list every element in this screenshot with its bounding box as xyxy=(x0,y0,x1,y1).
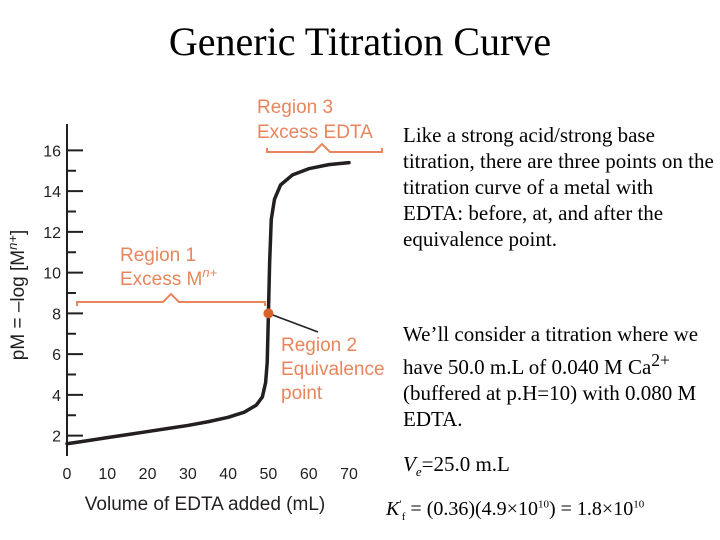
region2-sublabel: Equivalence xyxy=(281,359,385,380)
region3-sublabel: Excess EDTA xyxy=(257,122,373,143)
y-axis-label: pM = –log [Mn+] xyxy=(5,230,29,360)
kf-exponent-1: 10 xyxy=(537,498,549,511)
y-tick-label: 10 xyxy=(43,266,61,283)
y-tick-label: 12 xyxy=(43,225,61,242)
titration-curve xyxy=(65,160,351,446)
ve-symbol: V xyxy=(403,452,416,476)
setup-paragraph: We’ll consider a titration where we have… xyxy=(403,321,715,432)
x-axis-label: Volume of EDTA added (mL) xyxy=(85,494,325,515)
setup-text-start: We’ll consider a titration where we have… xyxy=(403,322,699,379)
equivalence-volume: Ve=25.0 m.L xyxy=(403,452,510,480)
y-tick-label: 4 xyxy=(52,388,61,405)
slide-title: Generic Titration Curve xyxy=(168,19,552,64)
setup-text-end: (buffered at p.H=10) with 0.080 M EDTA. xyxy=(403,381,697,431)
charge-superscript: 2+ xyxy=(651,350,670,370)
kf-prime: ′ xyxy=(399,498,402,511)
x-tick-label: 70 xyxy=(340,466,358,483)
region2-sublabel-2: point xyxy=(281,383,323,404)
region3-label: Region 3 xyxy=(257,97,333,118)
kf-equation-part2: ) = 1.8×10 xyxy=(548,498,634,520)
kf-subscript: f xyxy=(401,511,406,523)
equivalence-point-marker xyxy=(263,308,274,319)
region1-label: Region 1 xyxy=(120,245,196,266)
y-tick-label: 6 xyxy=(52,347,61,364)
x-tick-label: 40 xyxy=(219,466,237,483)
x-tick-label: 20 xyxy=(139,466,157,483)
y-tick-label: 16 xyxy=(43,143,61,160)
equivalence-leader-line xyxy=(268,312,319,333)
region2-label: Region 2 xyxy=(281,335,357,356)
kf-equation: K′f = (0.36)(4.9×1010) = 1.8×1010 xyxy=(386,498,644,523)
y-tick-label: 14 xyxy=(43,184,61,201)
x-tick-label: 50 xyxy=(260,466,278,483)
x-tick-label: 10 xyxy=(98,466,116,483)
region3-bracket xyxy=(266,142,383,153)
region1-bracket xyxy=(76,292,266,306)
x-tick-label: 60 xyxy=(300,466,318,483)
x-tick-label: 0 xyxy=(63,466,72,483)
x-tick-label: 30 xyxy=(179,466,197,483)
kf-symbol: K xyxy=(386,498,400,520)
y-tick-label: 8 xyxy=(52,306,61,323)
chart-axes: 2 4 6 8 10 12 14 16 0 10 20 30 40 50 60 70 Volume of EDT… xyxy=(5,124,358,515)
intro-paragraph: Like a strong acid/strong base titration… xyxy=(403,123,714,251)
kf-exponent-2: 10 xyxy=(633,498,645,511)
ve-subscript: e xyxy=(415,464,422,480)
region1-sublabel: Excess Mn+ xyxy=(120,265,218,290)
ve-value: =25.0 m.L xyxy=(421,452,510,476)
kf-equation-part1: = (0.36)(4.9×10 xyxy=(405,498,538,520)
y-tick-label: 2 xyxy=(52,429,61,446)
